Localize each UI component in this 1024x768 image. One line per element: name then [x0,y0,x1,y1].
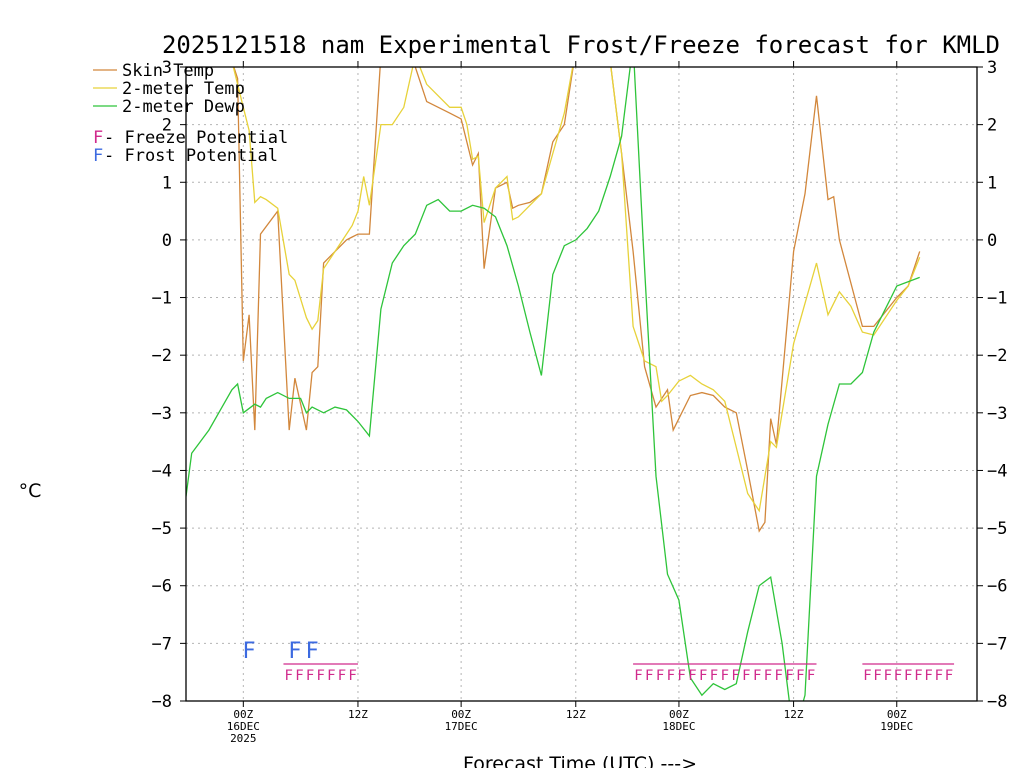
x-axis-label: Forecast Time (UTC) ---> [463,753,697,768]
x-tick-label: 2025 [230,732,257,745]
frost-flag: F [305,639,318,664]
freeze-flag: F [914,668,922,684]
x-tick-label: 00Z [233,708,253,721]
x-tick-label: 18DEC [662,720,695,733]
y-tick-label: −5 [152,519,172,539]
freeze-flag: F [634,668,642,684]
legend-label: Skin Temp [122,61,214,81]
y-tick-label: −4 [152,461,172,481]
freeze-flag: F [348,668,356,684]
freeze-flag: F [924,668,932,684]
y-tick-label: −6 [152,577,172,597]
freeze-flag: F [796,668,804,684]
freeze-flag: F [742,668,750,684]
freeze-flag: F [285,668,293,684]
y-tick-label-right: 3 [987,58,997,78]
freeze-flag: F [645,668,653,684]
y-axis-label: °C [19,480,42,502]
x-tick-label: 16DEC [227,720,260,733]
x-tick-label: 12Z [566,708,586,721]
series-line [232,67,921,513]
grid-lines [186,67,977,701]
y-tick-label: −2 [152,346,172,366]
freeze-flag: F [764,668,772,684]
y-tick-label-right: −5 [987,519,1007,539]
x-tick-label: 00Z [887,708,907,721]
freeze-flag: F [775,668,783,684]
x-tick-label: 12Z [784,708,804,721]
y-tick-label: −1 [152,289,172,309]
series-line [233,67,921,533]
y-tick-label: −8 [152,692,172,712]
freeze-flag: F [721,668,729,684]
y-tick-label-right: 1 [987,173,997,193]
y-tick-label-right: −8 [987,692,1007,712]
y-tick-label-right: −4 [987,461,1007,481]
flag-legend-label: - Freeze Potential [104,128,288,148]
legend-label: 2-meter Temp [122,79,245,99]
freeze-flag: F [306,668,314,684]
freeze-flag: F [873,668,881,684]
freeze-flag: F [945,668,953,684]
x-tick-label: 00Z [451,708,471,721]
y-tick-label-right: −3 [987,404,1007,424]
freeze-flag: F [884,668,892,684]
freeze-flag: F [316,668,324,684]
series-line [186,67,920,701]
y-tick-label-right: −6 [987,577,1007,597]
flag-legend-letter: F [93,128,103,148]
y-axis: 3 3 2 2 1 1 0 0 −1 −1 −2 −2 −3 −3 −4 −4 −5 −5 −6 −6 −7 −7 −8 −8 [152,58,1008,712]
y-tick-label: −7 [152,634,172,654]
series-lines [186,67,921,701]
x-tick-label: 17DEC [445,720,478,733]
freeze-flag: F [731,668,739,684]
y-tick-label: 1 [162,173,172,193]
freeze-flag: F [656,668,664,684]
freeze-flag: F [785,668,793,684]
frost-flag: F [242,639,255,664]
y-tick-label-right: −7 [987,634,1007,654]
freeze-flag: F [807,668,815,684]
freeze-flag: F [688,668,696,684]
freeze-flag: F [699,668,707,684]
freeze-flag: F [327,668,335,684]
frost-freeze-flags: F F FF F F F F F F F F F F F F F F F F F F F F F F F F F F F F F F F F [242,639,955,684]
chart-title: 2025121518 nam Experimental Frost/Freeze… [162,31,1000,59]
y-tick-label: 2 [162,116,172,136]
y-tick-label: 3 [162,58,172,78]
y-tick-label: 0 [162,231,172,251]
x-tick-label: 12Z [348,708,368,721]
y-tick-label: −3 [152,404,172,424]
freeze-flag: F [863,668,871,684]
freeze-flag: F [935,668,943,684]
y-tick-label-right: 0 [987,231,997,251]
y-tick-label-right: 2 [987,116,997,136]
freeze-flag: F [710,668,718,684]
freeze-flag: F [894,668,902,684]
frost-flag: F [288,639,301,664]
freeze-flag: F [677,668,685,684]
freeze-flag: F [295,668,303,684]
plot-frame [185,66,978,702]
freeze-flag: F [904,668,912,684]
flag-legend-label: - Frost Potential [104,146,278,166]
x-tick-label: 19DEC [880,720,913,733]
freeze-flag: F [338,668,346,684]
x-tick-label: 00Z [669,708,689,721]
freeze-flag: F [753,668,761,684]
y-tick-label-right: −1 [987,289,1007,309]
legend-label: 2-meter Dewp [122,97,245,117]
freeze-flag: F [667,668,675,684]
flag-legend-letter: F [93,146,103,166]
y-tick-label-right: −2 [987,346,1007,366]
